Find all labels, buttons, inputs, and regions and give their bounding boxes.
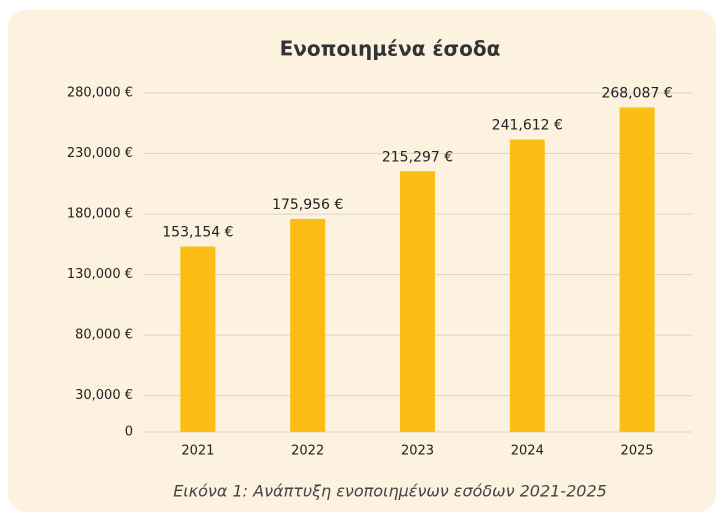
- value-label: 241,612 €: [492, 117, 563, 133]
- bar: [400, 171, 435, 432]
- value-label: 175,956 €: [272, 197, 343, 213]
- y-tick-label: 230,000 €: [67, 146, 133, 161]
- value-label: 268,087 €: [601, 85, 672, 101]
- x-tick-label: 2025: [621, 444, 654, 459]
- chart-title: Ενοποιημένα έσοδα: [280, 37, 501, 61]
- value-label: 153,154 €: [162, 225, 233, 241]
- x-tick-label: 2021: [181, 444, 214, 459]
- x-tick-label: 2023: [401, 444, 434, 459]
- y-tick-label: 280,000 €: [67, 86, 133, 101]
- y-tick-label: 130,000 €: [67, 267, 133, 282]
- x-tick-label: 2024: [511, 444, 544, 459]
- bar: [180, 246, 216, 432]
- bar: [509, 139, 545, 432]
- y-tick-label: 30,000 €: [75, 388, 133, 403]
- y-tick-label: 0: [125, 425, 133, 440]
- caption: Εικόνα 1: Ανάπτυξη ενοποιημένων εσόδων 2…: [173, 482, 607, 501]
- bar: [619, 107, 655, 432]
- y-tick-label: 180,000 €: [67, 207, 133, 222]
- bar: [290, 218, 326, 432]
- value-label: 215,297 €: [382, 149, 453, 165]
- y-tick-label: 80,000 €: [75, 328, 133, 343]
- x-tick-label: 2022: [291, 444, 324, 459]
